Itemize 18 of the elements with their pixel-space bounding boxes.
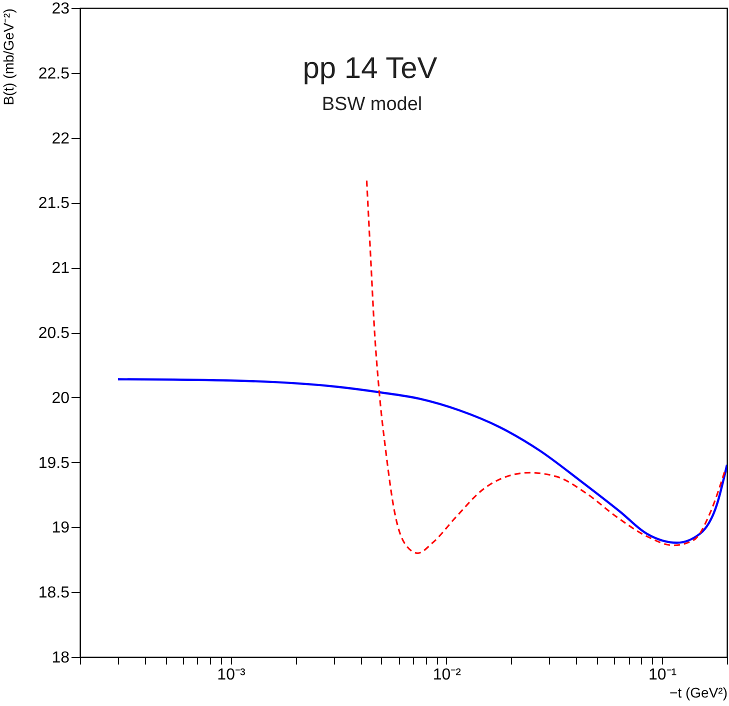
y-tick-label: 21.5 (38, 195, 70, 212)
y-tick-label: 22.5 (38, 65, 70, 82)
y-tick-label: 19.5 (38, 454, 70, 472)
y-tick-label: 22 (52, 130, 70, 148)
y-tick-label: 18 (52, 650, 70, 666)
x-tick-label: 10⁻¹ (648, 666, 677, 684)
y-tick-label: 23 (52, 0, 70, 18)
x-tick-label: 10⁻² (432, 666, 462, 684)
y-tick-label: 21 (52, 260, 70, 278)
y-tick-label: 20.5 (38, 325, 70, 342)
text: BSW model (322, 94, 422, 115)
y-tick-label: 18.5 (38, 584, 70, 602)
y-tick-label: 20 (52, 390, 70, 407)
text: pp 14 TeV (302, 52, 438, 85)
x-tick-label: 10⁻³ (217, 666, 246, 684)
y-tick-label: 19 (52, 520, 70, 537)
x-axis-title: −t (GeV²) (670, 684, 728, 700)
y-axis-title: B(t) (mb/GeV⁻²) (0, 8, 16, 106)
